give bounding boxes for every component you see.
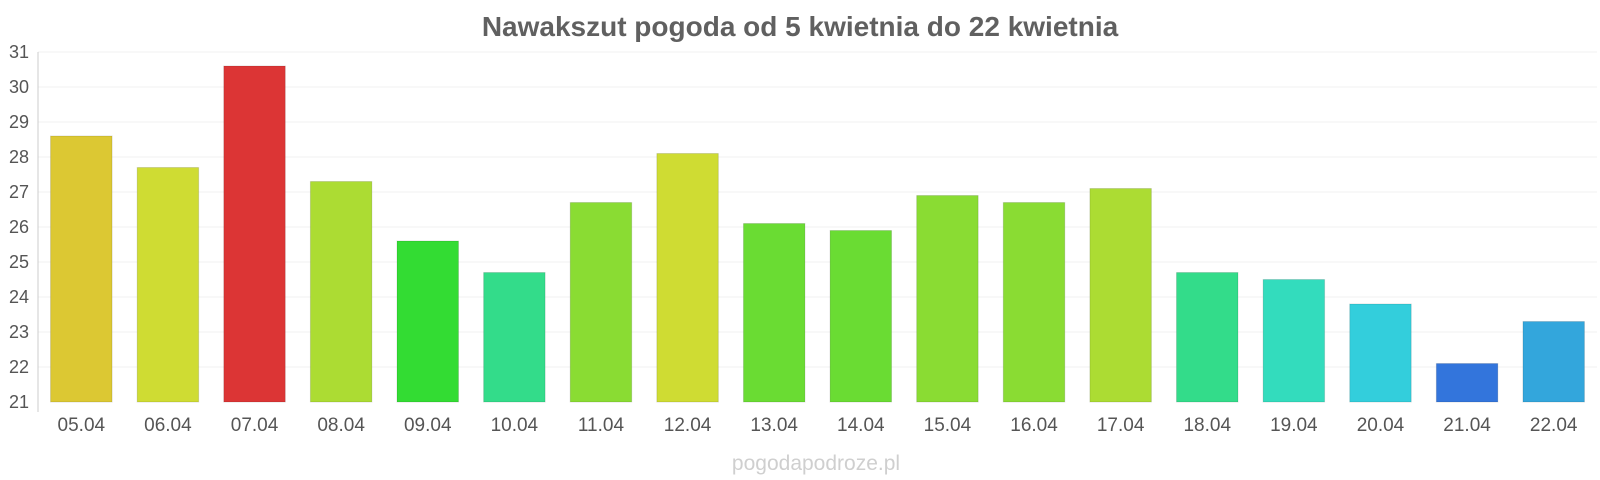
x-tick-label: 11.04 [578,415,625,436]
y-tick-label: 27 [9,182,29,202]
x-tick-label: 13.04 [750,415,798,436]
y-tick-label: 25 [9,252,29,272]
x-tick-label: 21.04 [1443,415,1491,436]
bar-18.04 [1176,272,1239,403]
y-tick-label: 21 [9,392,29,412]
bar-19.04 [1262,279,1326,403]
x-tick-label: 15.04 [924,415,972,436]
bar-10.04 [483,272,546,403]
bar-11.04 [569,202,633,403]
y-tick-label: 29 [9,112,29,132]
bar-21.04 [1435,363,1499,403]
x-tick-label: 19.04 [1270,415,1318,436]
bar-22.04 [1522,321,1585,403]
bar-20.04 [1349,303,1412,403]
bar-16.04 [1002,202,1066,403]
y-tick-label: 23 [9,322,29,342]
x-tick-label: 22.04 [1530,415,1578,436]
y-tick-label: 28 [9,147,29,167]
x-tick-label: 16.04 [1010,415,1058,436]
watermark: pogodapodroze.pl [732,452,900,475]
bar-12.04 [656,153,719,403]
bar-15.04 [916,195,979,403]
bar-07.04 [223,65,286,403]
bar-13.04 [742,223,806,403]
x-tick-label: 06.04 [144,415,192,436]
y-tick-label: 30 [9,77,29,97]
bar-05.04 [50,135,113,403]
x-tick-label: 07.04 [231,415,279,436]
bar-17.04 [1089,188,1152,403]
x-tick-label: 10.04 [491,415,539,436]
y-tick-label: 22 [9,357,29,377]
bar-14.04 [829,230,893,403]
y-axis-ticks: 21 22 23 24 25 26 27 28 29 30 31 [9,42,29,412]
x-tick-label: 09.04 [404,415,452,436]
x-tick-label: 14.04 [837,415,885,436]
x-tick-label: 08.04 [317,415,365,436]
x-tick-label: 20.04 [1357,415,1405,436]
x-tick-label: 17.04 [1097,415,1145,436]
chart-title: Nawakszut pogoda od 5 kwietnia do 22 kwi… [482,11,1119,42]
bars [50,65,1585,403]
y-tick-label: 26 [9,217,29,237]
y-tick-label: 24 [9,287,29,307]
bar-06.04 [136,167,200,403]
y-tick-label: 31 [9,42,29,62]
x-tick-label: 18.04 [1183,415,1231,436]
x-tick-label: 05.04 [58,415,106,436]
bar-08.04 [309,181,373,403]
x-tick-label: 12.04 [664,415,712,436]
grid-lines [38,51,1597,368]
bar-09.04 [396,240,459,403]
x-axis-ticks: 05.04 06.04 07.04 08.04 09.04 10.04 11.04 12.04… [58,415,1578,436]
